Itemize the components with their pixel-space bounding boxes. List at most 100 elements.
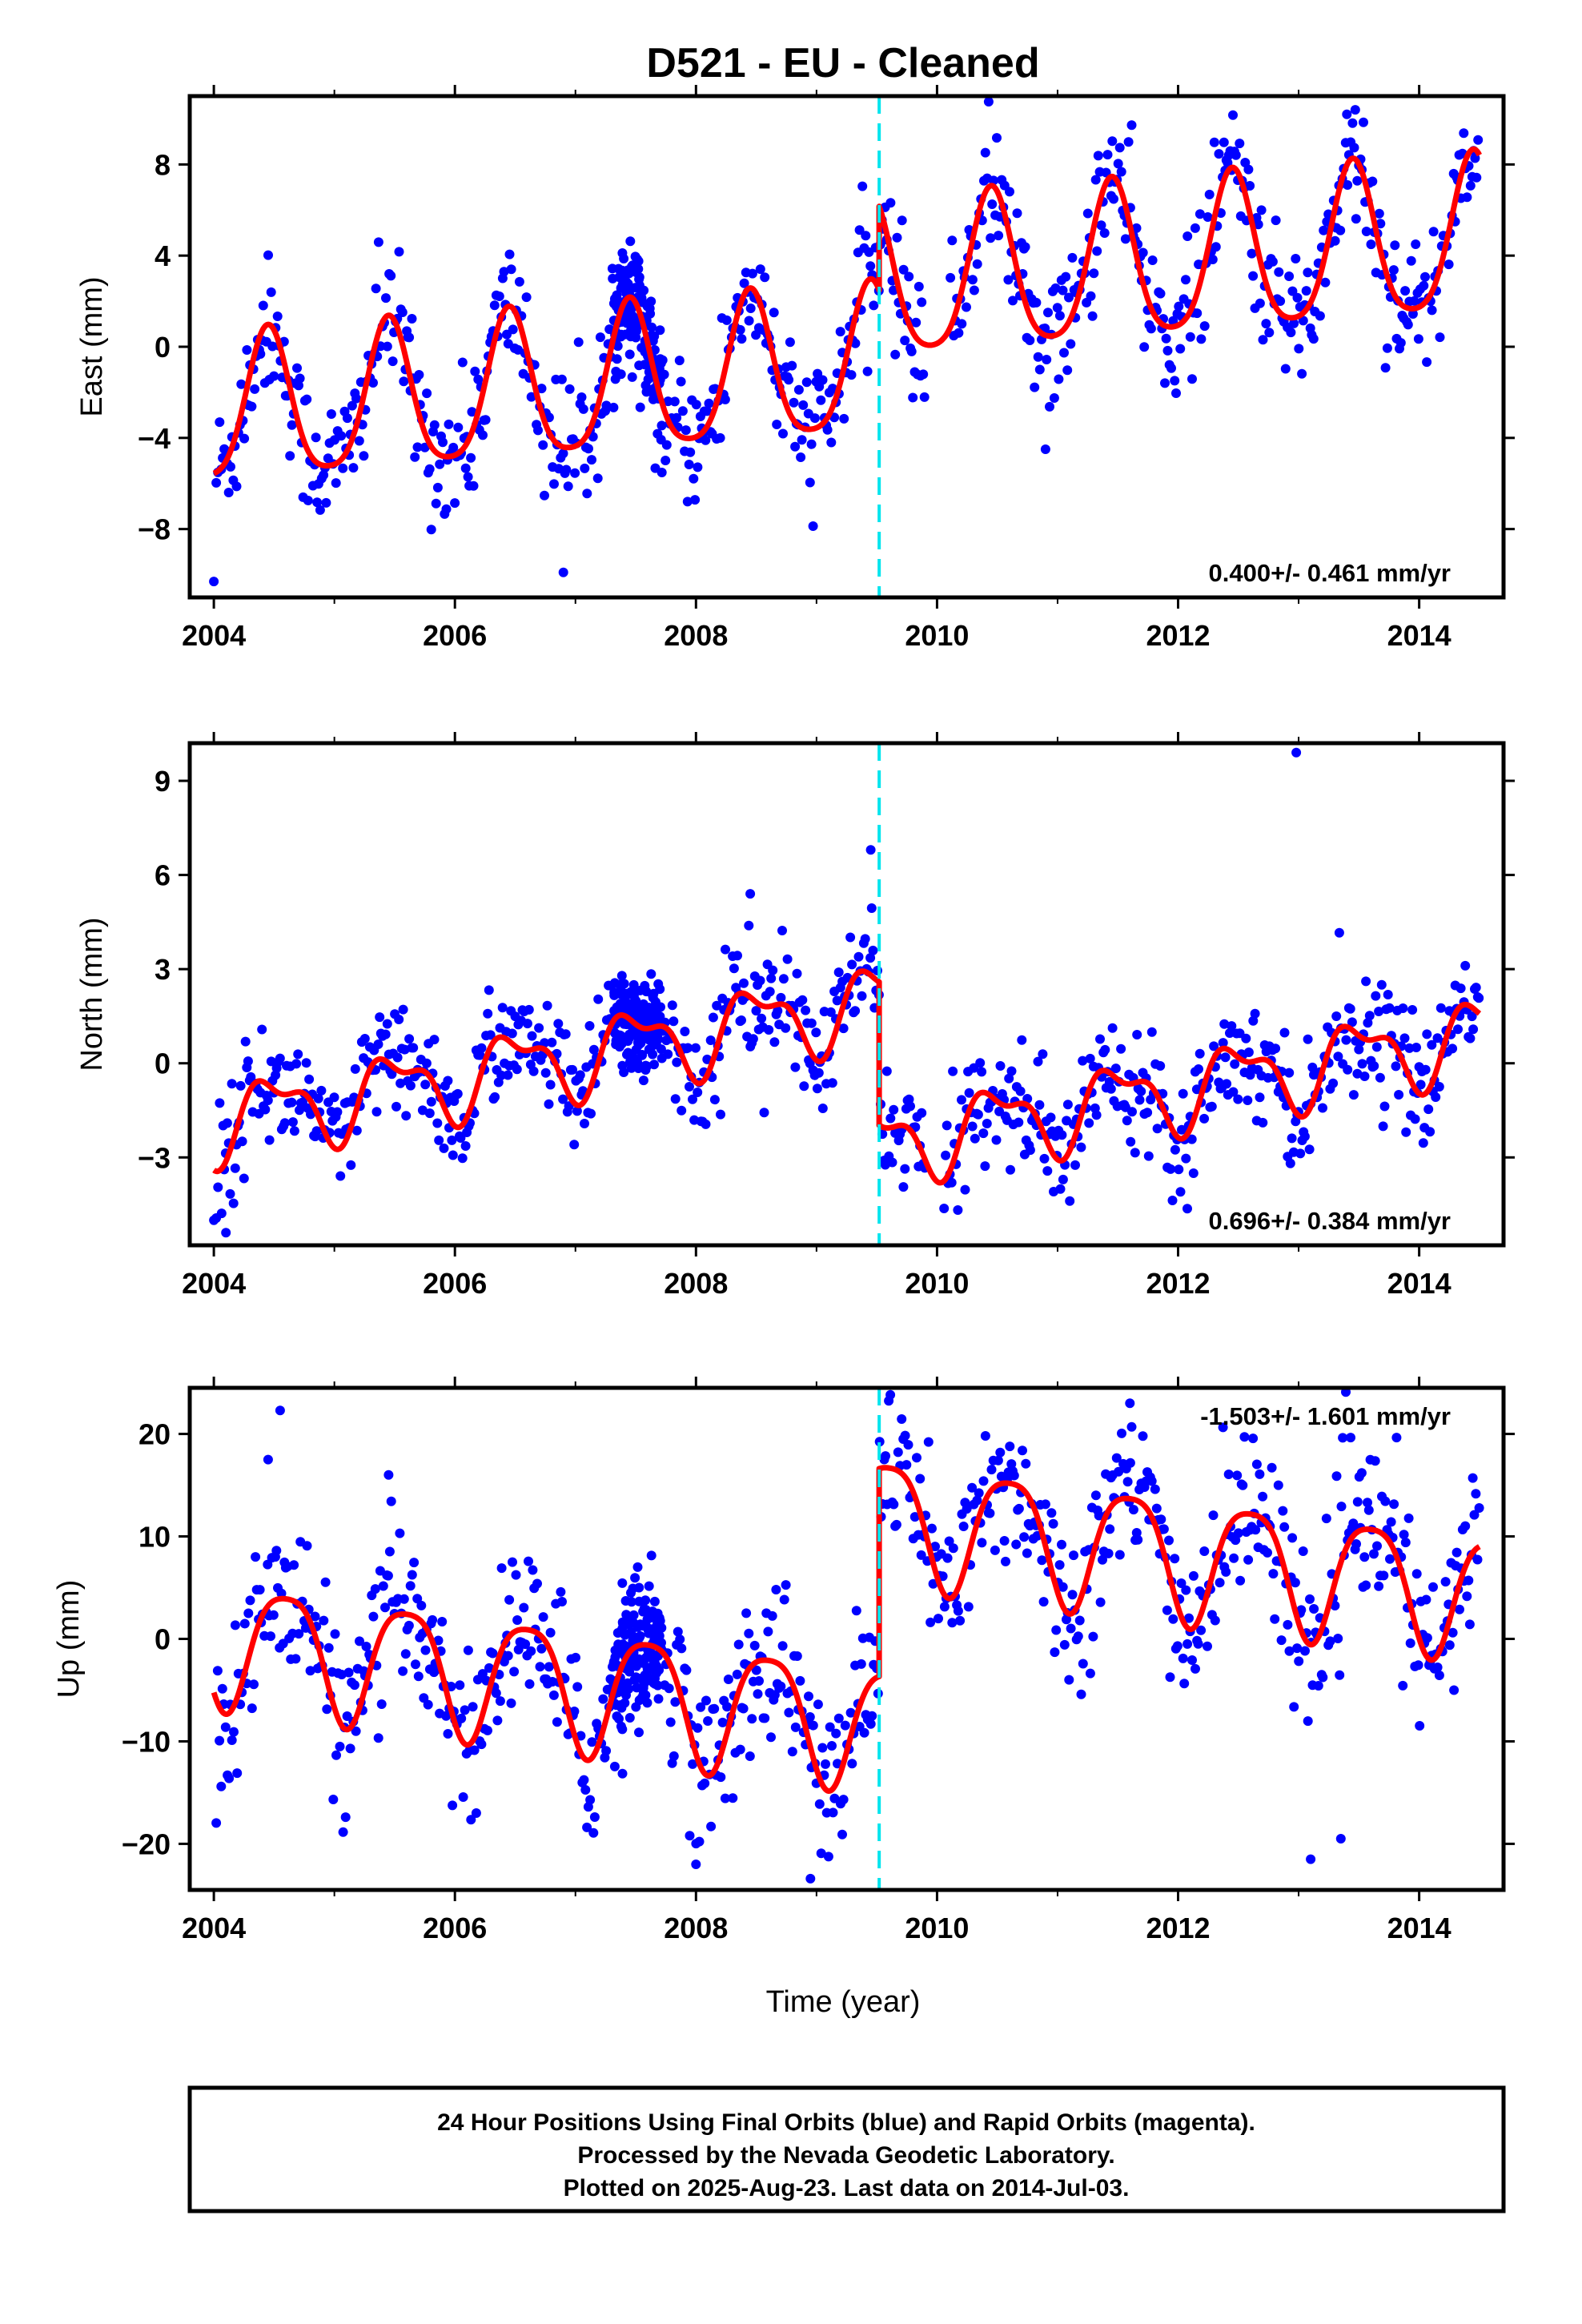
data-point: [1333, 1051, 1343, 1062]
data-point: [397, 308, 408, 317]
data-point: [1391, 1061, 1401, 1072]
data-point: [1443, 259, 1454, 270]
data-point: [805, 1712, 815, 1722]
data-point: [772, 420, 782, 429]
data-point: [708, 1012, 718, 1023]
data-point: [1049, 393, 1059, 403]
data-point: [900, 336, 910, 346]
data-point: [1341, 1035, 1351, 1045]
data-point: [766, 1732, 776, 1743]
data-point: [480, 415, 491, 425]
data-point: [588, 1044, 599, 1055]
data-point: [1389, 1499, 1399, 1510]
data-point: [733, 1639, 744, 1650]
data-point: [859, 1727, 869, 1738]
data-point: [1303, 267, 1313, 278]
data-point: [869, 300, 879, 311]
data-point: [619, 1068, 629, 1077]
data-point: [435, 459, 445, 469]
data-point: [294, 1629, 304, 1639]
data-point: [1136, 1086, 1146, 1096]
data-point: [792, 1651, 802, 1661]
data-point: [805, 1873, 816, 1884]
data-point: [1084, 1118, 1094, 1128]
data-point: [1043, 308, 1053, 318]
data-point: [1151, 1503, 1162, 1514]
data-point: [332, 1107, 343, 1117]
data-point: [582, 1822, 592, 1832]
data-point: [1411, 239, 1421, 249]
data-point: [1054, 311, 1065, 321]
data-points: [211, 1388, 1484, 1884]
data-point: [911, 317, 921, 328]
data-point: [1019, 1532, 1030, 1542]
data-point: [688, 1759, 698, 1769]
data-point: [293, 1049, 303, 1059]
data-point: [628, 979, 639, 990]
data-point: [793, 384, 804, 395]
data-point: [1263, 1547, 1272, 1558]
data-point: [1390, 240, 1400, 251]
data-point: [450, 498, 460, 509]
data-point: [717, 1717, 728, 1727]
data-point: [826, 437, 837, 448]
data-point: [411, 1659, 420, 1670]
data-point: [1064, 1675, 1074, 1685]
data-point: [1058, 1174, 1068, 1184]
data-point: [1034, 1100, 1045, 1110]
data-point: [1318, 1103, 1327, 1113]
data-point: [857, 181, 868, 191]
data-point: [463, 1645, 473, 1655]
data-point: [432, 1118, 443, 1128]
data-point: [839, 413, 849, 424]
data-point: [701, 1119, 711, 1129]
data-point: [263, 1454, 273, 1465]
data-point: [401, 1111, 412, 1121]
data-point: [1187, 374, 1197, 384]
data-point: [494, 292, 504, 301]
data-point: [209, 1215, 219, 1225]
data-point: [437, 1617, 448, 1626]
data-point: [275, 1053, 285, 1063]
data-point: [1219, 137, 1229, 147]
data-point: [901, 1460, 912, 1470]
data-point: [1343, 1064, 1353, 1075]
data-point: [828, 1807, 838, 1818]
data-point: [1374, 208, 1384, 219]
data-point: [690, 1043, 701, 1053]
data-point: [832, 995, 842, 1006]
data-point: [712, 1000, 722, 1011]
data-point: [343, 1667, 354, 1678]
data-point: [903, 1440, 913, 1450]
data-point: [266, 1631, 275, 1642]
data-point: [939, 1602, 950, 1612]
data-point: [995, 1061, 1006, 1071]
data-point: [1085, 1053, 1095, 1063]
x-tick-label: 2014: [1387, 1912, 1452, 1944]
data-point: [373, 1039, 383, 1049]
data-point: [917, 1108, 927, 1118]
data-point: [1003, 275, 1014, 285]
data-point: [1398, 1680, 1408, 1691]
data-point: [457, 1153, 468, 1164]
data-point: [1147, 255, 1158, 265]
data-point: [986, 1465, 997, 1475]
data-point: [455, 1680, 465, 1691]
data-point: [1374, 1581, 1384, 1591]
data-point: [1176, 1578, 1186, 1588]
data-point: [407, 314, 417, 324]
data-point: [1333, 1634, 1343, 1643]
data-point: [476, 1739, 487, 1750]
data-point: [1132, 1030, 1142, 1039]
data-point: [1271, 1043, 1281, 1054]
data-point: [1187, 1655, 1197, 1665]
data-point: [263, 1096, 273, 1105]
data-point: [1196, 1625, 1207, 1635]
data-point: [798, 400, 809, 410]
footer-box: 24 Hour Positions Using Final Orbits (bl…: [187, 2085, 1506, 2213]
data-point: [649, 1059, 659, 1070]
data-point: [1228, 110, 1238, 120]
data-point: [1331, 1011, 1342, 1021]
data-point: [232, 1768, 243, 1779]
data-point: [620, 1698, 630, 1708]
